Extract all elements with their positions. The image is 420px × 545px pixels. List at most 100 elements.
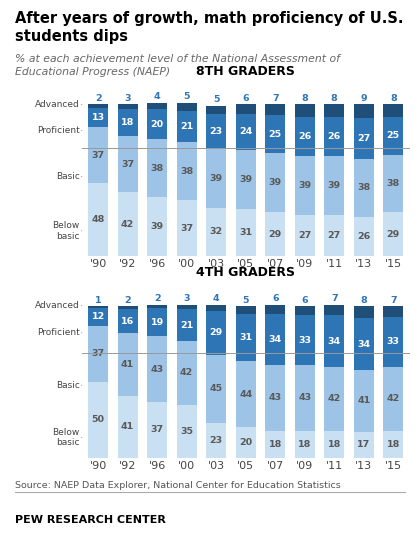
Text: 4: 4: [213, 294, 220, 303]
Text: 42: 42: [387, 394, 400, 403]
Text: 18: 18: [298, 440, 311, 449]
Bar: [265, 105, 285, 115]
Text: 26: 26: [298, 132, 311, 141]
Text: 29: 29: [387, 229, 400, 239]
Text: 26: 26: [328, 132, 341, 141]
Bar: [295, 117, 315, 156]
Title: 4TH GRADERS: 4TH GRADERS: [196, 267, 295, 280]
Bar: [295, 156, 315, 215]
Bar: [354, 370, 374, 432]
Text: 43: 43: [151, 365, 164, 373]
Text: 18: 18: [121, 118, 134, 127]
Bar: [295, 315, 315, 365]
Bar: [354, 306, 374, 318]
Text: 21: 21: [180, 320, 193, 330]
Text: 5: 5: [213, 95, 219, 105]
Bar: [206, 148, 226, 208]
Text: 8: 8: [302, 94, 308, 103]
Text: 18: 18: [268, 440, 282, 449]
Bar: [265, 365, 285, 431]
Text: 16: 16: [121, 317, 134, 326]
Text: 31: 31: [239, 228, 252, 237]
Bar: [236, 105, 256, 113]
Bar: [206, 113, 226, 148]
Text: 12: 12: [92, 312, 105, 321]
Text: % at each achievement level of the National Assessment of
Educational Progress (: % at each achievement level of the Natio…: [15, 54, 340, 77]
Bar: [383, 212, 403, 256]
Text: 8: 8: [360, 295, 367, 305]
Text: 34: 34: [328, 336, 341, 346]
Text: 34: 34: [357, 340, 370, 349]
Text: 41: 41: [121, 360, 134, 369]
Text: 37: 37: [180, 223, 193, 233]
Text: 37: 37: [92, 349, 105, 359]
Text: 44: 44: [239, 390, 252, 398]
Text: 42: 42: [180, 368, 193, 377]
Text: 39: 39: [239, 175, 252, 184]
Text: Basic: Basic: [56, 172, 80, 181]
Text: 2: 2: [124, 295, 131, 305]
Bar: [324, 215, 344, 256]
Text: 38: 38: [387, 179, 400, 188]
Bar: [118, 306, 138, 309]
Bar: [324, 367, 344, 431]
Text: Proficient: Proficient: [37, 329, 80, 337]
Text: 17: 17: [357, 440, 370, 450]
Text: 39: 39: [151, 222, 164, 231]
Bar: [324, 431, 344, 458]
Text: Source: NAEP Data Explorer, National Center for Education Statistics: Source: NAEP Data Explorer, National Cen…: [15, 481, 341, 490]
Bar: [265, 153, 285, 212]
Text: 27: 27: [328, 231, 341, 240]
Bar: [118, 309, 138, 334]
Text: 38: 38: [180, 167, 193, 175]
Bar: [88, 183, 108, 256]
Bar: [354, 318, 374, 370]
Text: 2: 2: [154, 294, 160, 303]
Text: 8: 8: [390, 94, 396, 103]
Text: 34: 34: [269, 335, 282, 344]
Text: 29: 29: [268, 229, 282, 239]
Text: Below
basic: Below basic: [52, 221, 80, 240]
Text: 20: 20: [151, 120, 164, 129]
Text: 39: 39: [210, 173, 223, 183]
Bar: [383, 155, 403, 212]
Text: After years of growth, math proficiency of U.S.
students dips: After years of growth, math proficiency …: [15, 11, 403, 45]
Text: 39: 39: [269, 178, 282, 187]
Text: 35: 35: [180, 427, 193, 436]
Text: 29: 29: [210, 328, 223, 337]
Text: 42: 42: [328, 394, 341, 403]
Bar: [206, 208, 226, 256]
Bar: [206, 311, 226, 355]
Bar: [118, 105, 138, 109]
Text: 41: 41: [121, 422, 134, 431]
Text: Advanced: Advanced: [35, 100, 80, 109]
Bar: [88, 306, 108, 308]
Bar: [177, 405, 197, 458]
Text: 3: 3: [184, 294, 190, 303]
Text: 3: 3: [124, 94, 131, 103]
Bar: [354, 118, 374, 159]
Text: 4: 4: [154, 93, 160, 101]
Bar: [295, 105, 315, 117]
Text: 43: 43: [298, 393, 311, 402]
Text: 37: 37: [92, 151, 105, 160]
Text: 23: 23: [210, 126, 223, 136]
Bar: [147, 140, 167, 197]
Text: 32: 32: [210, 227, 223, 237]
Text: 1: 1: [95, 295, 102, 305]
Text: 5: 5: [242, 295, 249, 305]
Bar: [236, 361, 256, 427]
Bar: [236, 113, 256, 150]
Text: 37: 37: [121, 160, 134, 169]
Text: Advanced: Advanced: [35, 301, 80, 310]
Bar: [354, 432, 374, 458]
Bar: [324, 156, 344, 215]
Bar: [236, 209, 256, 256]
Text: 7: 7: [331, 294, 338, 303]
Bar: [265, 305, 285, 314]
Bar: [147, 336, 167, 402]
Bar: [118, 396, 138, 458]
Text: 23: 23: [210, 436, 223, 445]
Text: 41: 41: [357, 396, 370, 405]
Text: 25: 25: [387, 131, 400, 140]
